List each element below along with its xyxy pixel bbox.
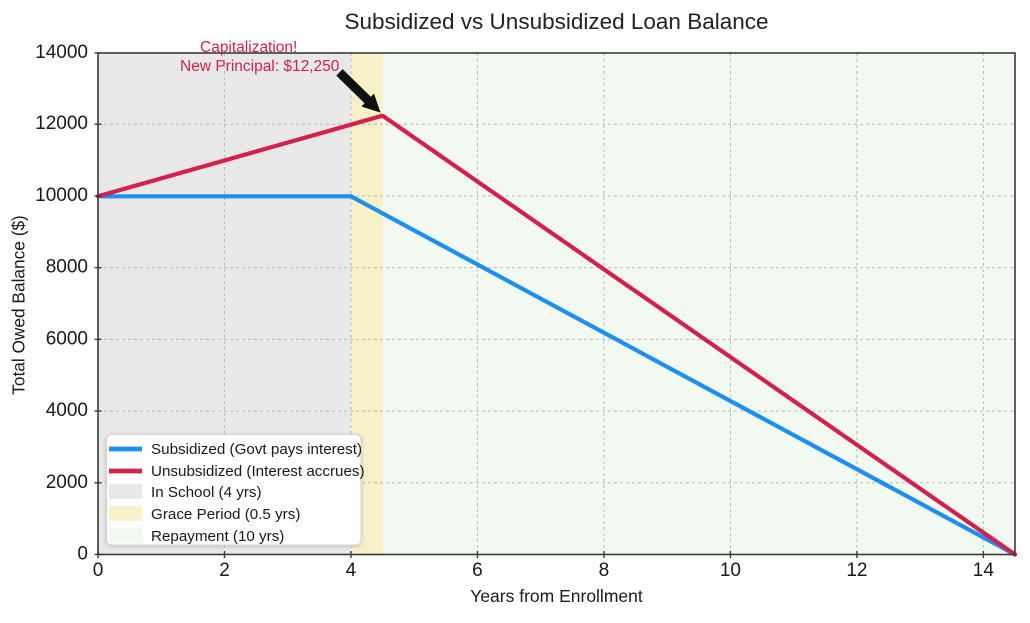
svg-text:14: 14 (973, 560, 995, 581)
svg-text:Repayment (10 yrs): Repayment (10 yrs) (151, 528, 284, 545)
svg-text:10000: 10000 (35, 185, 88, 206)
svg-text:Grace Period (0.5 yrs): Grace Period (0.5 yrs) (151, 506, 300, 523)
svg-text:14000: 14000 (35, 42, 88, 63)
svg-text:6000: 6000 (46, 328, 88, 349)
svg-text:12: 12 (846, 560, 867, 581)
svg-text:2000: 2000 (46, 472, 88, 493)
svg-text:Unsubsidized (Interest accrues: Unsubsidized (Interest accrues) (151, 463, 365, 480)
svg-text:6: 6 (472, 560, 483, 581)
svg-text:Subsidized (Govt pays interest: Subsidized (Govt pays interest) (151, 441, 362, 458)
svg-text:In School (4 yrs): In School (4 yrs) (151, 484, 262, 501)
svg-text:8000: 8000 (46, 257, 88, 278)
svg-text:10: 10 (720, 560, 741, 581)
svg-text:12000: 12000 (35, 113, 88, 134)
svg-text:8: 8 (599, 560, 610, 581)
svg-text:0: 0 (93, 560, 104, 581)
svg-text:2: 2 (219, 560, 230, 581)
svg-text:Capitalization!: Capitalization! (200, 39, 297, 56)
svg-text:4: 4 (346, 560, 357, 581)
svg-text:4000: 4000 (46, 400, 88, 421)
svg-text:New Principal: $12,250: New Principal: $12,250 (180, 58, 340, 75)
svg-text:0: 0 (77, 544, 88, 565)
